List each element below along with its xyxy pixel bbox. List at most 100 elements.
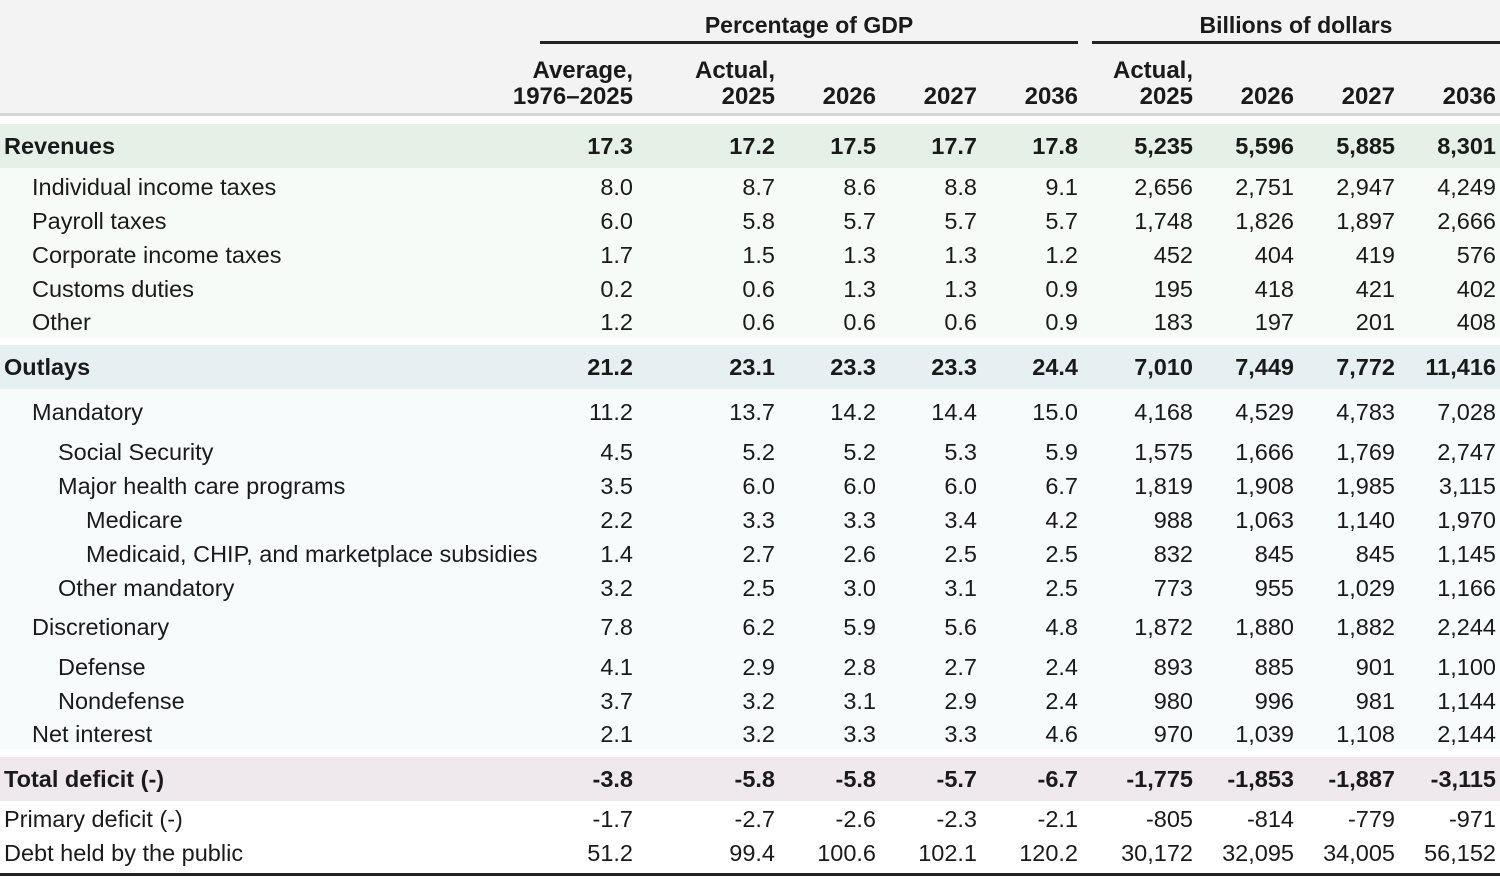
value-cell: 1,826 <box>1235 208 1294 234</box>
column-header-line: 2026 <box>822 83 876 110</box>
column-header-line: 2036 <box>1442 83 1496 110</box>
value-cell: 0.6 <box>944 309 977 335</box>
value-cell: 1,100 <box>1437 654 1496 680</box>
value-cell: 6.2 <box>742 614 775 640</box>
value-cell: 24.4 <box>1032 354 1078 380</box>
row-label: Revenues <box>4 133 116 159</box>
value-cell: 1,872 <box>1134 614 1193 640</box>
value-cell: 1,880 <box>1235 614 1294 640</box>
value-cell: 1,166 <box>1437 575 1496 601</box>
value-cell: 17.7 <box>931 133 977 159</box>
value-cell: 7,028 <box>1437 399 1496 425</box>
value-cell: 5,235 <box>1134 133 1193 159</box>
value-cell: 8.7 <box>742 174 775 200</box>
value-cell: 1.4 <box>600 541 633 567</box>
value-cell: 2,751 <box>1235 174 1294 200</box>
value-cell: 201 <box>1355 309 1395 335</box>
row-label: Defense <box>58 654 146 680</box>
value-cell: 4.8 <box>1045 614 1078 640</box>
value-cell: 34,005 <box>1323 840 1395 866</box>
row-label: Discretionary <box>32 614 170 640</box>
outlays-section-background <box>0 382 1500 749</box>
value-cell: 23.3 <box>931 354 977 380</box>
header-divider <box>0 113 1500 116</box>
group-rule-billions-dollars <box>1092 41 1500 44</box>
row-label: Payroll taxes <box>32 208 167 234</box>
value-cell: 5.7 <box>944 208 977 234</box>
table-row: Individual income taxes 8.0 8.7 8.6 8.8 9.1 2,… <box>0 170 1500 204</box>
value-cell: 11,416 <box>1425 354 1496 380</box>
value-cell: 980 <box>1153 688 1193 714</box>
value-cell: 183 <box>1153 309 1193 335</box>
value-cell: 1.3 <box>944 276 977 302</box>
value-cell: 30,172 <box>1121 840 1193 866</box>
value-cell: 5.2 <box>742 439 775 465</box>
value-cell: 2.7 <box>742 541 775 567</box>
row-label: Major health care programs <box>58 473 346 499</box>
value-cell: 2,144 <box>1437 721 1496 747</box>
value-cell: 14.2 <box>830 399 876 425</box>
value-cell: 1,145 <box>1437 541 1496 567</box>
value-cell: 3.1 <box>843 688 876 714</box>
value-cell: 2.6 <box>843 541 876 567</box>
value-cell: 421 <box>1355 276 1395 302</box>
value-cell: 6.7 <box>1045 473 1078 499</box>
value-cell: 408 <box>1456 309 1496 335</box>
column-header-line: Average, <box>532 57 634 84</box>
value-cell: 893 <box>1153 654 1193 680</box>
table-row: Nondefense 3.7 3.2 3.1 2.9 2.4 980 996 981 1,144 <box>0 684 1500 718</box>
value-cell: 9.1 <box>1045 174 1078 200</box>
value-cell: 1,144 <box>1437 688 1496 714</box>
value-cell: 1.2 <box>600 309 633 335</box>
value-cell: 0.6 <box>843 309 876 335</box>
value-cell: 0.9 <box>1045 309 1078 335</box>
value-cell: 2.4 <box>1045 654 1078 680</box>
value-cell: 3.3 <box>742 507 775 533</box>
value-cell: 1,748 <box>1134 208 1193 234</box>
table-row: Revenues 17.3 17.2 17.5 17.7 17.8 5,235 5,596 5,… <box>0 124 1500 168</box>
value-cell: 955 <box>1254 575 1294 601</box>
table-row: Social Security 4.5 5.2 5.2 5.3 5.9 1,575 1,666… <box>0 435 1500 469</box>
value-cell: 4.6 <box>1045 721 1078 747</box>
value-cell: 4,529 <box>1235 399 1294 425</box>
value-cell: 17.3 <box>587 133 633 159</box>
table-row: Major health care programs 3.5 6.0 6.0 6.0 6.… <box>0 469 1500 503</box>
value-cell: 3.0 <box>843 575 876 601</box>
value-cell: 988 <box>1153 507 1193 533</box>
value-cell: 1,029 <box>1336 575 1395 601</box>
column-header-line: Actual, <box>1112 57 1193 84</box>
value-cell: 14.4 <box>931 399 977 425</box>
row-label: Other mandatory <box>58 575 235 601</box>
group-rule-percentage-gdp <box>540 41 1078 44</box>
value-cell: 996 <box>1254 688 1294 714</box>
column-header: 2027 <box>1265 52 1395 110</box>
value-cell: 4.2 <box>1045 507 1078 533</box>
value-cell: 402 <box>1456 276 1496 302</box>
value-cell: 6.0 <box>944 473 977 499</box>
value-cell: 2.2 <box>600 507 633 533</box>
value-cell: 1,063 <box>1235 507 1294 533</box>
value-cell: 452 <box>1153 242 1193 268</box>
value-cell: 845 <box>1254 541 1294 567</box>
value-cell: 7,772 <box>1336 354 1395 380</box>
value-cell: -805 <box>1145 806 1193 832</box>
value-cell: 99.4 <box>729 840 775 866</box>
value-cell: -3,115 <box>1430 766 1496 792</box>
group-title-percentage-gdp: Percentage of GDP <box>704 12 914 38</box>
row-label: Primary deficit (-) <box>4 806 183 832</box>
value-cell: 6.0 <box>742 473 775 499</box>
value-cell: 1,575 <box>1134 439 1193 465</box>
value-cell: 6.0 <box>843 473 876 499</box>
value-cell: 5,885 <box>1336 133 1395 159</box>
value-cell: 5.9 <box>843 614 876 640</box>
column-header: 2026 <box>746 52 876 110</box>
value-cell: 3.3 <box>843 721 876 747</box>
value-cell: 970 <box>1153 721 1193 747</box>
column-header-line: Actual, <box>694 57 775 84</box>
value-cell: 5.6 <box>944 614 977 640</box>
value-cell: -5.8 <box>734 766 776 792</box>
row-label: Mandatory <box>32 399 144 425</box>
value-cell: 100.6 <box>817 840 876 866</box>
column-header-line: 2027 <box>923 83 977 110</box>
row-label: Net interest <box>32 721 153 747</box>
